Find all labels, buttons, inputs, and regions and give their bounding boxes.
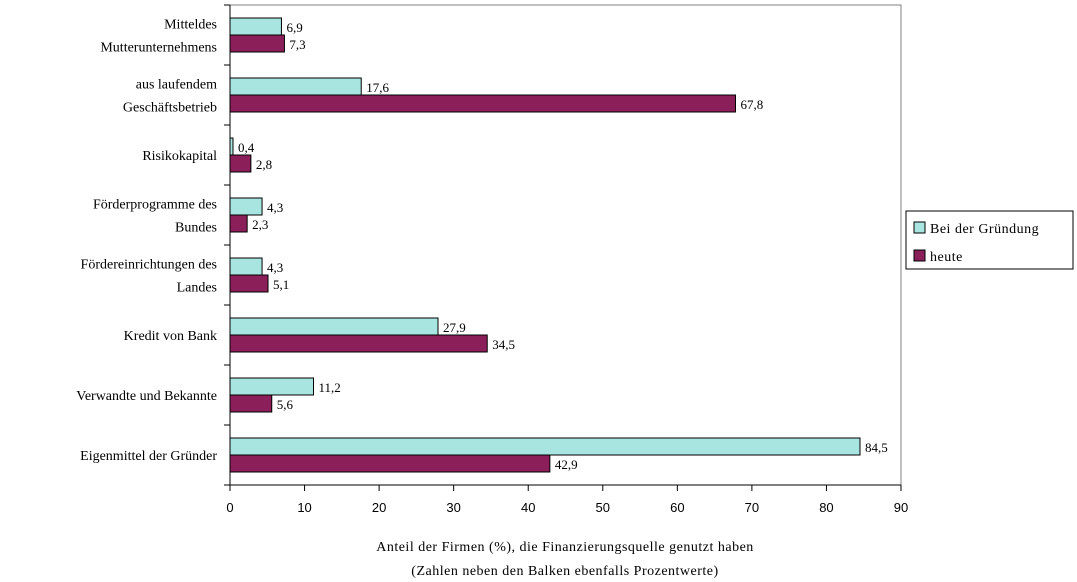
bar-heute — [229, 454, 551, 473]
category-label: Mitteldes — [164, 18, 217, 33]
x-axis-title: Anteil der Firmen (%), die Finanzierungs… — [376, 540, 754, 555]
legend-label: Bei der Gründung — [930, 222, 1039, 237]
bar-gruendung — [229, 257, 263, 276]
category-label: Geschäftsbetrieb — [123, 101, 217, 116]
bar-value-label: 5,6 — [277, 397, 294, 412]
bar-gruendung — [229, 77, 362, 96]
bar-heute — [229, 94, 736, 113]
bar-value-label: 5,1 — [273, 277, 289, 292]
legend-swatch — [913, 249, 926, 262]
category-label: Bundes — [175, 221, 217, 236]
legend: Bei der Gründung heute — [905, 210, 1074, 270]
bar-heute — [229, 274, 269, 293]
bar-value-label: 4,3 — [267, 200, 283, 215]
x-axis-subtitle: (Zahlen neben den Balken ebenfalls Proze… — [411, 564, 718, 579]
bar-heute — [229, 154, 252, 173]
x-tick-label: 40 — [521, 500, 535, 515]
category-label: Fördereinrichtungen des — [81, 258, 217, 273]
bar-gruendung — [229, 197, 263, 216]
legend-label: heute — [930, 250, 963, 265]
bar-heute — [229, 34, 285, 53]
x-tick-label: 10 — [297, 500, 311, 515]
bar-value-label: 17,6 — [366, 80, 389, 95]
category-label: aus laufendem — [136, 78, 217, 93]
x-tick-label: 30 — [446, 500, 460, 515]
bar-heute — [229, 214, 248, 233]
plot-frame — [229, 4, 902, 486]
x-tick-label: 80 — [819, 500, 833, 515]
category-label: Kredit von Bank — [124, 329, 217, 344]
x-tick-label: 20 — [372, 500, 386, 515]
bar-value-label: 2,8 — [256, 157, 272, 172]
bar-value-label: 67,8 — [740, 97, 763, 112]
category-label: Eigenmittel der Gründer — [80, 449, 217, 464]
x-tick-label: 70 — [745, 500, 759, 515]
category-label: Landes — [177, 281, 217, 296]
x-tick-label: 0 — [226, 500, 233, 515]
bar-value-label: 84,5 — [865, 440, 888, 455]
bar-value-label: 7,3 — [289, 37, 305, 52]
legend-box — [905, 210, 1074, 270]
bar-value-label: 2,3 — [252, 217, 268, 232]
bar-value-label: 4,3 — [267, 260, 283, 275]
plot-area: 0 10 20 30 40 50 60 70 80 90 6,9 7,3 Mitteldes Mutter… — [76, 4, 908, 515]
bar-value-label: 0,4 — [238, 140, 255, 155]
category-label: Risikokapital — [142, 149, 217, 164]
x-tick-label: 50 — [596, 500, 610, 515]
category-label: Mutterunternehmens — [100, 41, 217, 56]
bar-value-label: 42,9 — [555, 457, 578, 472]
bar-value-label: 27,9 — [443, 320, 466, 335]
bar-value-label: 34,5 — [492, 337, 515, 352]
bar-heute — [229, 394, 273, 413]
x-tick-label: 60 — [670, 500, 684, 515]
bar-gruendung — [229, 317, 439, 336]
bar-value-label: 6,9 — [286, 20, 302, 35]
bar-heute — [229, 334, 488, 353]
x-tick-label: 90 — [894, 500, 908, 515]
legend-swatch — [913, 221, 926, 234]
bar-gruendung — [229, 377, 315, 396]
bar-value-label: 11,2 — [319, 380, 341, 395]
bar-gruendung — [229, 137, 234, 156]
category-label: Verwandte und Bekannte — [76, 389, 217, 404]
bar-gruendung — [229, 437, 861, 456]
bar-gruendung — [229, 17, 282, 36]
category-label: Förderprogramme des — [93, 198, 217, 213]
